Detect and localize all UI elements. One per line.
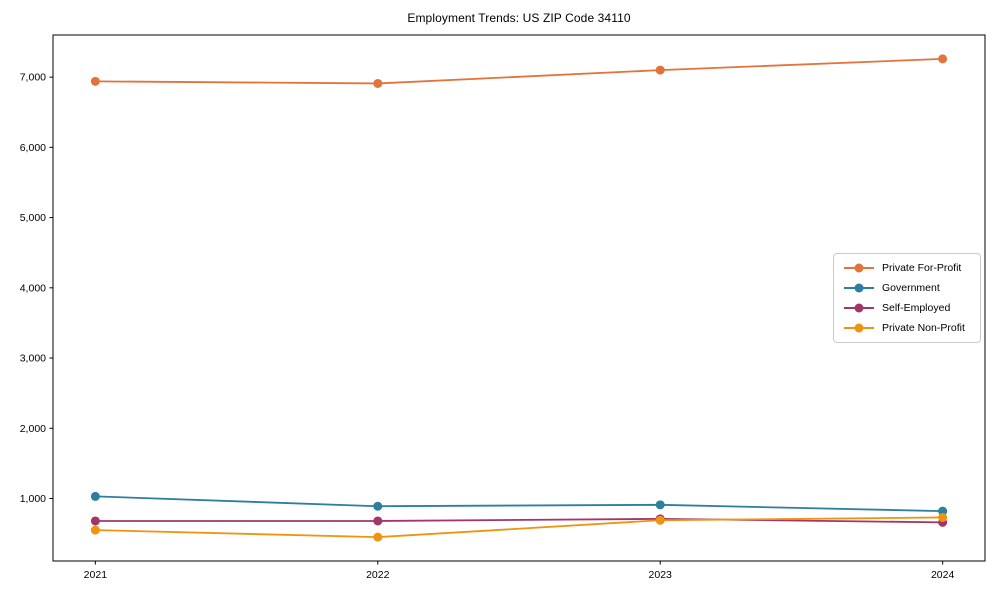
legend-item-self-employed: Self-Employed (843, 299, 976, 318)
legend-item-government: Government (843, 278, 976, 297)
y-axis-tick-label: 2,000 (20, 423, 46, 435)
legend-swatch-icon (844, 283, 874, 293)
chart-legend: Private For-Profit Government Self-Employe… (833, 253, 981, 343)
data-point-government-2021 (90, 491, 100, 501)
data-point-self-employed-2021 (90, 516, 100, 526)
data-point-private-non-profit-2024 (938, 512, 948, 522)
series-line-private-non-profit (95, 516, 943, 539)
y-axis-tick-label: 7,000 (20, 72, 46, 84)
series-line-self-employed (95, 517, 943, 524)
y-axis-tick-label: 4,000 (20, 282, 46, 294)
legend-item-private-non-profit: Private Non-Profit (843, 319, 976, 338)
data-point-self-employed-2022 (373, 516, 383, 526)
y-axis-tick-label: 5,000 (20, 212, 46, 224)
y-axis-tick-label: 1,000 (20, 493, 46, 505)
chart-title: Employment Trends: US ZIP Code 34110 (407, 11, 631, 25)
series-line-government (95, 495, 943, 513)
plot-frame (52, 34, 986, 562)
data-point-private-for-profit-2021 (90, 76, 100, 86)
data-point-private-for-profit-2024 (938, 54, 948, 64)
legend-swatch-icon (844, 323, 874, 333)
legend-label: Government (882, 281, 940, 294)
legend-label: Private For-Profit (882, 261, 962, 274)
data-point-private-for-profit-2022 (373, 78, 383, 88)
data-point-private-for-profit-2023 (655, 65, 665, 75)
data-point-private-non-profit-2021 (90, 525, 100, 535)
data-point-government-2023 (655, 500, 665, 510)
y-axis-tick-label: 6,000 (20, 142, 46, 154)
y-axis-tick-label: 3,000 (20, 353, 46, 365)
x-axis-tick-label: 2021 (84, 569, 108, 581)
x-axis-tick-label: 2022 (366, 569, 390, 581)
data-point-private-non-profit-2023 (655, 515, 665, 525)
data-point-government-2022 (373, 501, 383, 511)
legend-swatch-icon (844, 263, 874, 273)
legend-label: Self-Employed (882, 302, 951, 315)
x-axis-tick-label: 2023 (649, 569, 673, 581)
legend-item-private-for-profit: Private For-Profit (843, 258, 976, 277)
series-line-private-for-profit (95, 57, 943, 85)
data-point-private-non-profit-2022 (373, 532, 383, 542)
legend-swatch-icon (844, 303, 874, 313)
data-point-government-2024 (938, 506, 948, 516)
legend-label: Private Non-Profit (882, 322, 965, 335)
x-axis-tick-label: 2024 (931, 569, 955, 581)
